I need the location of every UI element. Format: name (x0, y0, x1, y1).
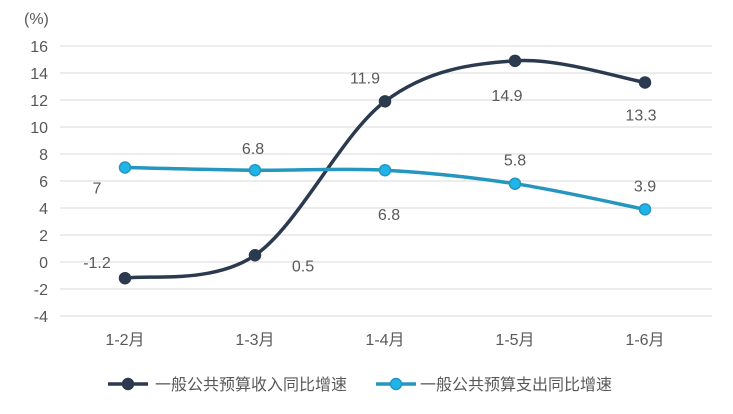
data-label: 5.8 (504, 153, 526, 170)
x-tick-label: 1-3月 (235, 332, 274, 349)
legend: 一般公共预算收入同比增速 一般公共预算支出同比增速 (108, 375, 612, 394)
y-axis-unit-label: (%) (24, 11, 49, 28)
x-tick-label: 1-5月 (495, 332, 534, 349)
y-tick-label: 6 (39, 174, 48, 191)
data-label: 6.8 (378, 207, 400, 224)
series-1-point (248, 249, 262, 262)
y-tick-label: -4 (34, 309, 48, 326)
series-1-point (118, 271, 132, 285)
series-1-point (378, 95, 392, 108)
x-tick-label: 1-4月 (365, 332, 404, 349)
data-label: -1.2 (83, 255, 111, 272)
data-labels: -1.2 0.5 11.9 14.9 13.3 7 6.8 6.8 5.8 3.9 (83, 70, 656, 275)
legend-swatch-marker (121, 377, 135, 391)
data-label: 6.8 (242, 141, 264, 158)
legend-item-2: 一般公共预算支出同比增速 (376, 375, 612, 394)
series-1-point (638, 76, 652, 89)
legend-label: 一般公共预算支出同比增速 (420, 375, 612, 394)
y-tick-label: -2 (34, 282, 48, 299)
y-tick-label: 10 (30, 120, 48, 137)
y-tick-label: 16 (30, 39, 48, 56)
data-label: 7 (93, 181, 102, 198)
y-tick-label: 12 (30, 93, 48, 110)
series-1-point (508, 54, 522, 68)
legend-label: 一般公共预算收入同比增速 (155, 375, 347, 394)
data-label: 0.5 (292, 258, 314, 275)
data-label: 11.9 (350, 70, 380, 87)
y-tick-label: 14 (30, 66, 48, 83)
series-2-point (638, 203, 652, 216)
y-tick-label: 0 (39, 255, 48, 272)
data-label: 3.9 (634, 178, 656, 195)
series-layer (118, 54, 652, 285)
series-2-point (378, 163, 392, 177)
series-2-point (508, 177, 522, 190)
legend-swatch-marker (389, 377, 403, 391)
data-label: 13.3 (625, 107, 656, 124)
y-tick-label: 2 (39, 228, 48, 245)
y-tick-label: 4 (39, 201, 48, 218)
series-2-point (118, 161, 132, 174)
x-tick-label: 1-6月 (625, 332, 664, 349)
data-label: 14.9 (491, 88, 522, 105)
y-axis-ticks: -4 -2 0 2 4 6 8 10 12 14 16 (30, 39, 48, 326)
series-2-point (248, 163, 262, 177)
legend-item-1: 一般公共预算收入同比增速 (108, 375, 347, 394)
x-tick-label: 1-2月 (105, 332, 144, 349)
y-tick-label: 8 (39, 147, 48, 164)
x-axis-ticks: 1-2月 1-3月 1-4月 1-5月 1-6月 (105, 332, 664, 349)
